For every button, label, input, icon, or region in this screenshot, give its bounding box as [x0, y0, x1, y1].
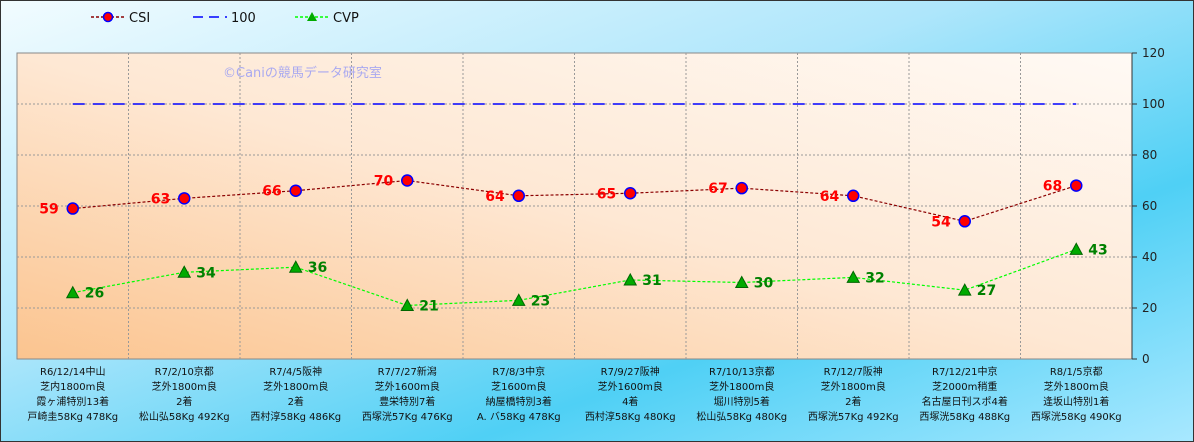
- cvp-data-label: 43: [1088, 242, 1107, 258]
- csi-data-label: 64: [485, 189, 505, 205]
- x-tick-label: 芝外1600m良: [375, 380, 440, 393]
- x-tick-label: R7/4/5阪神: [269, 365, 322, 378]
- legend-label-100: 100: [231, 11, 256, 26]
- x-tick-label: 戸崎圭58Kg 478Kg: [27, 410, 118, 423]
- x-tick-label: 西塚洸58Kg 490Kg: [1031, 410, 1122, 423]
- legend-marker-circle: [102, 11, 114, 23]
- csi-point: [847, 189, 860, 203]
- x-tick-label: 西塚洸57Kg 476Kg: [362, 410, 453, 423]
- x-tick-label: 西塚洸57Kg 492Kg: [808, 410, 899, 423]
- cvp-point: [957, 283, 972, 296]
- cvp-data-label: 27: [977, 283, 996, 299]
- x-tick-label: 堀川特別5着: [714, 395, 770, 408]
- y-tick-label: 40: [1142, 250, 1157, 264]
- y-tick-label: 20: [1142, 301, 1157, 315]
- cvp-data-label: 36: [308, 260, 327, 276]
- legend-label-CSI: CSI: [129, 11, 150, 26]
- csi-data-label: 70: [374, 174, 394, 190]
- cvp-data-label: 21: [419, 298, 438, 314]
- x-tick-label: 2着: [845, 395, 861, 408]
- x-tick-label: 2着: [288, 395, 304, 408]
- x-tick-label: R7/8/3中京: [492, 365, 545, 378]
- x-tick-label: R7/10/13京都: [709, 365, 775, 378]
- x-tick-label: 西村淳58Kg 480Kg: [585, 410, 676, 423]
- x-tick-label: R6/12/14中山: [40, 365, 106, 378]
- x-tick-label: 松山弘58Kg 480Kg: [696, 410, 787, 423]
- cvp-point: [177, 265, 192, 278]
- x-tick-label: 西塚洸58Kg 488Kg: [919, 410, 1010, 423]
- x-tick-label: 芝外1800m良: [1044, 380, 1109, 393]
- csi-data-label: 64: [820, 189, 840, 205]
- watermark: ©Caniの競馬データ研究室: [223, 65, 382, 81]
- y-tick-label: 60: [1142, 199, 1157, 213]
- x-tick-label: R7/9/27阪神: [601, 365, 660, 378]
- x-tick-label: 芝外1800m良: [152, 380, 217, 393]
- cvp-data-label: 32: [865, 270, 884, 286]
- csi-data-label: 67: [708, 181, 727, 197]
- x-tick-label: 豊栄特別7着: [379, 395, 435, 408]
- x-tick-label: R7/2/10京都: [155, 365, 214, 378]
- cvp-point: [288, 260, 303, 273]
- x-tick-label: 逢坂山特別1着: [1043, 395, 1109, 408]
- cvp-data-label: 30: [754, 276, 774, 292]
- x-tick-label: 名古屋日刊スポ4着: [922, 395, 1008, 408]
- y-tick-label: 0: [1142, 352, 1150, 366]
- x-tick-label: 納屋橋特別3着: [486, 395, 552, 408]
- cvp-data-label: 26: [85, 286, 104, 302]
- csi-point: [512, 189, 525, 203]
- csi-point: [401, 174, 414, 187]
- x-tick-label: 芝外1800m良: [709, 380, 774, 393]
- cvp-point: [1069, 242, 1084, 255]
- x-tick-label: 松山弘58Kg 492Kg: [139, 410, 230, 423]
- cvp-point: [734, 275, 749, 288]
- x-tick-label: 芝外1800m良: [821, 380, 886, 393]
- cvp-point: [400, 298, 415, 311]
- x-tick-label: R7/12/7阪神: [824, 365, 883, 378]
- x-tick-label: 芝1600m良: [491, 380, 546, 393]
- legend-marker-triangle: [307, 12, 317, 21]
- csi-point: [735, 181, 748, 195]
- x-tick-label: 4着: [622, 395, 638, 408]
- cvp-point: [511, 293, 526, 306]
- cvp-data-label: 31: [642, 273, 661, 289]
- csi-data-label: 68: [1043, 179, 1062, 195]
- csi-data-label: 65: [597, 186, 616, 202]
- csi-point: [958, 215, 971, 228]
- csi-data-label: 66: [262, 184, 281, 200]
- series-line-CVP: [72, 248, 1077, 307]
- csi-point: [289, 184, 302, 197]
- x-tick-label: A. バ58Kg 478Kg: [477, 411, 561, 423]
- x-tick-label: 霞ヶ浦特別13着: [36, 395, 109, 408]
- legend-label-CVP: CVP: [333, 11, 359, 26]
- cvp-point: [65, 285, 80, 299]
- x-tick-label: 芝外1800m良: [263, 380, 328, 393]
- x-tick-label: R7/7/27新潟: [378, 365, 437, 378]
- cvp-data-label: 34: [196, 265, 216, 281]
- csi-point: [1070, 179, 1083, 192]
- cvp-data-label: 23: [531, 293, 550, 309]
- y-tick-label: 80: [1142, 148, 1157, 162]
- csi-data-label: 59: [39, 202, 58, 218]
- y-tick-label: 100: [1142, 97, 1165, 111]
- csi-point: [66, 202, 79, 215]
- x-tick-label: 西村淳58Kg 486Kg: [250, 410, 341, 423]
- x-tick-label: R7/12/21中京: [932, 365, 998, 378]
- cvp-point: [846, 270, 861, 283]
- series-line-CSI: [72, 179, 1077, 222]
- x-tick-label: R8/1/5京都: [1050, 365, 1103, 378]
- csi-point: [178, 192, 191, 205]
- x-tick-label: 芝2000m稍重: [932, 380, 997, 393]
- csi-data-label: 54: [931, 214, 951, 230]
- csi-data-label: 63: [151, 191, 170, 207]
- csi-point: [624, 187, 637, 200]
- x-tick-label: 2着: [176, 395, 192, 408]
- x-tick-label: 芝内1800m良: [40, 380, 105, 393]
- y-tick-label: 120: [1142, 46, 1165, 60]
- cvp-point: [623, 272, 638, 286]
- x-tick-label: 芝外1600m良: [598, 380, 663, 393]
